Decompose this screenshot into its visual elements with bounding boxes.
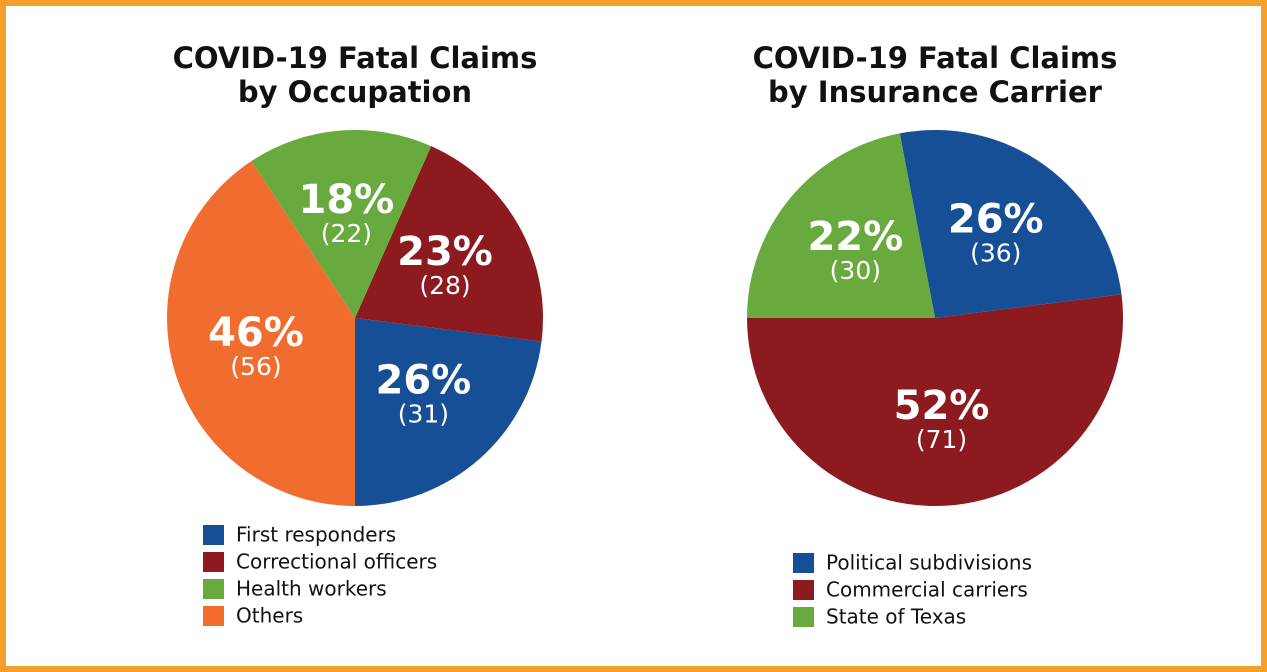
pie-slice <box>899 130 1122 318</box>
legend-swatch <box>793 580 814 600</box>
pie-slice <box>251 130 432 318</box>
percent-label: 26% <box>376 358 472 404</box>
legend-swatch <box>793 607 814 627</box>
legend-label: Health workers <box>236 577 387 601</box>
count-label: (36) <box>970 238 1021 267</box>
legend-label: Others <box>236 604 303 628</box>
count-label: (28) <box>419 271 470 300</box>
percent-label: 26% <box>948 196 1044 242</box>
pie-slice <box>355 318 542 506</box>
legend-label: Commercial carriers <box>826 578 1028 602</box>
chart-title: COVID-19 Fatal Claims <box>753 41 1118 75</box>
percent-label: 18% <box>299 177 395 223</box>
percent-label: 23% <box>397 229 493 275</box>
legend-swatch <box>793 553 814 573</box>
count-label: (71) <box>916 425 967 454</box>
pie-slice <box>167 161 355 507</box>
legend-label: Political subdivisions <box>826 551 1032 575</box>
legend-swatch <box>203 552 224 572</box>
legend-label: Correctional officers <box>236 550 437 574</box>
legend-swatch <box>203 579 224 599</box>
legend-swatch <box>203 606 224 626</box>
percent-label: 46% <box>208 310 304 356</box>
chart-title: COVID-19 Fatal Claims <box>173 41 538 75</box>
legend-swatch <box>203 525 224 545</box>
chart-title: by Occupation <box>238 75 472 109</box>
pie-slice <box>747 294 1123 506</box>
percent-label: 52% <box>894 383 990 429</box>
pie-slice <box>355 146 543 342</box>
chart-title: by Insurance Carrier <box>768 75 1103 109</box>
legend-label: State of Texas <box>826 605 966 629</box>
percent-label: 22% <box>807 214 903 260</box>
count-label: (30) <box>830 256 881 285</box>
count-label: (22) <box>321 219 372 248</box>
legend-label: First responders <box>236 523 396 547</box>
count-label: (56) <box>230 352 281 381</box>
pie-slice <box>746 133 935 318</box>
count-label: (31) <box>398 400 449 429</box>
